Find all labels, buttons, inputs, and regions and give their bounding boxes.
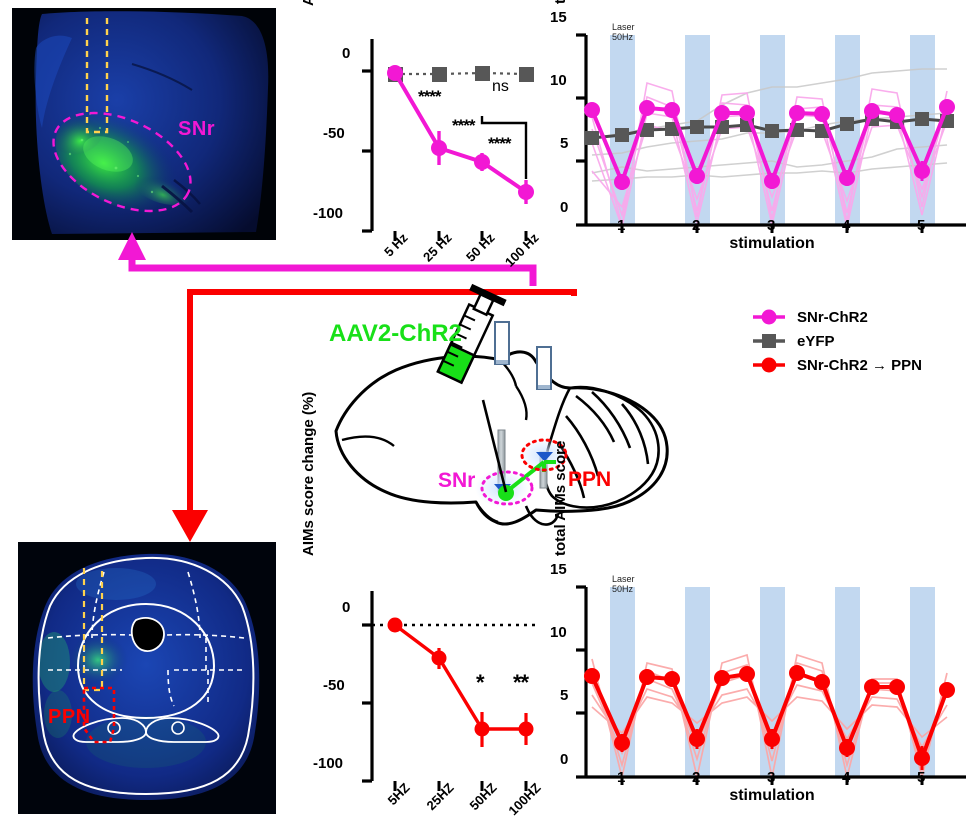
diagram-virus-label: AAV2-ChR2 (329, 320, 462, 347)
ppn-region-marker (520, 438, 568, 472)
snr-connector-arrowhead (118, 232, 146, 260)
chart4-xtick-2: 2 (692, 769, 701, 786)
snr-soma (498, 485, 514, 501)
chart2-ytick-15: 15 (550, 9, 567, 26)
brain-diagram: AAV2-ChR2 SNr PPN (329, 283, 710, 542)
legend-marker-circle-red (753, 357, 785, 373)
chart1-annotation-ns: ns (492, 78, 509, 95)
chart1-ytick-0: 0 (342, 45, 351, 62)
chart2-x-axis-title: stimulation (729, 235, 815, 252)
injection-needle (481, 399, 508, 493)
fiber-track-outline (85, 18, 109, 134)
chart2-ytick-0: 0 (560, 199, 569, 216)
diagram-snr-label: SNr (438, 469, 476, 492)
legend-item-snr-chr2: SNr-ChR2 (752, 305, 967, 329)
chart4-plot (576, 585, 966, 785)
optic-fiber-ferrule-ppn (536, 346, 552, 390)
histology-ppn-image (18, 542, 276, 814)
legend-item-eyfp: eYFP (752, 329, 967, 353)
figure-legend: SNr-ChR2 eYFP SNr-ChR2 → PPN (752, 305, 967, 377)
legend-marker-square-gray (753, 334, 785, 348)
chart4-y-axis-title: total AIMs score (552, 440, 569, 556)
chart2-plot (576, 33, 966, 233)
chart3-sig-100hz: ** (513, 670, 529, 695)
legend-label: SNr-ChR2 → PPN (797, 356, 923, 374)
chart-ppn-timecourse: total AIMs score (550, 441, 970, 818)
optic-fiber-ferrule-snr (494, 321, 510, 365)
snr-region-marker (480, 470, 534, 506)
chart4-xtick-5: 5 (917, 769, 926, 786)
chart1-series-snr-chr2-markers (387, 65, 534, 200)
chart3-ytick-minus50: -50 (323, 677, 345, 694)
chart-ppn-dose-response: AIMs score change (%) (300, 392, 550, 818)
chart-snr-dose-response: AIMs score change (%) (300, 0, 550, 270)
chart2-xtick-4: 4 (842, 217, 851, 234)
chart4-ytick-0: 0 (560, 751, 569, 768)
histology-ppn-region-label: PPN (48, 706, 91, 728)
connector-arrows (118, 232, 577, 542)
histology-panel-ppn: PPN (18, 542, 276, 814)
chart4-ytick-15: 15 (550, 561, 567, 578)
chart4-xtick-1: 1 (617, 769, 626, 786)
histology-snr-image (12, 8, 276, 240)
chart4-xtick-4: 4 (842, 769, 851, 786)
chart2-ytick-10: 10 (550, 72, 567, 89)
chart4-laser-band-label: Laser 50Hz (612, 574, 635, 594)
laser-word: Laser (612, 574, 635, 584)
legend-item-snr-chr2-ppn: SNr-ChR2 → PPN (752, 353, 967, 377)
chart3-ytick-0: 0 (342, 599, 351, 616)
diagram-ppn-label: PPN (568, 468, 612, 491)
legend-label: eYFP (797, 332, 835, 350)
histology-snr-region-label: SNr (178, 118, 216, 140)
snr-to-ppn-projection (504, 460, 546, 494)
chart4-x-axis-title: stimulation (729, 787, 815, 804)
chart2-ytick-5: 5 (560, 135, 569, 152)
laser-freq: 50Hz (612, 584, 634, 594)
chart3-series-markers (387, 617, 534, 737)
chart2-xtick-3: 3 (767, 217, 776, 234)
chart2-y-axis-title: total AIMs score (552, 0, 569, 4)
chart2-laser-band-label: #ffffff Laser 50Hz (612, 22, 635, 42)
chart2-xtick-5: 5 (917, 217, 926, 234)
chart2-xtick-1: 1 (617, 217, 626, 234)
chart1-ns-bracket (480, 116, 528, 179)
chart1-sig-100hz: **** (488, 134, 511, 153)
histology-panel-snr: SNr (12, 8, 276, 240)
fiber-track-outline (82, 568, 104, 692)
chart2-xtick-2: 2 (692, 217, 701, 234)
laser-freq: 50Hz (612, 32, 634, 42)
chart4-ytick-5: 5 (560, 687, 569, 704)
chart1-y-axis-title: AIMs score change (%) (300, 0, 317, 6)
chart3-sig-50hz: * (476, 670, 485, 695)
ppn-connector-line (187, 289, 577, 522)
ppn-connector-arrowhead (172, 510, 208, 542)
chart1-sig-50hz: **** (452, 116, 475, 135)
legend-label: SNr-ChR2 (797, 308, 868, 326)
chart4-series-markers (584, 665, 955, 766)
chart3-ytick-minus100: -100 (313, 755, 344, 772)
chart1-ytick-minus100: -100 (313, 205, 344, 222)
chart1-sig-25hz: **** (418, 87, 441, 106)
chart4-xtick-3: 3 (767, 769, 776, 786)
chart4-ytick-10: 10 (550, 624, 567, 641)
chart2-series-snr-chr2-markers (584, 99, 955, 190)
chart-snr-timecourse: total AIMs score (550, 0, 970, 256)
chart3-series-line (393, 623, 526, 731)
syringe-icon (436, 283, 507, 385)
chart1-series-snr-chr2-line (393, 71, 528, 194)
snr-region-outline (52, 111, 192, 213)
chart3-y-axis-title: AIMs score change (%) (300, 391, 317, 556)
chart3-plot (362, 591, 536, 791)
chart1-plot (362, 39, 534, 241)
legend-marker-circle-magenta (753, 309, 785, 325)
chart1-ytick-minus50: -50 (323, 125, 345, 142)
laser-word: Laser (612, 22, 635, 32)
